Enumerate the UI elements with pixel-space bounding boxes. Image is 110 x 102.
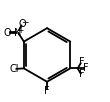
Text: +: + [17,26,23,35]
Text: −: − [21,17,29,26]
Text: N: N [14,28,22,38]
Text: Cl: Cl [9,64,19,74]
Text: F: F [83,63,88,73]
Text: O: O [4,28,11,38]
Text: F: F [79,57,85,67]
Text: O: O [19,19,26,29]
Text: F: F [79,69,85,79]
Text: F: F [44,86,50,96]
